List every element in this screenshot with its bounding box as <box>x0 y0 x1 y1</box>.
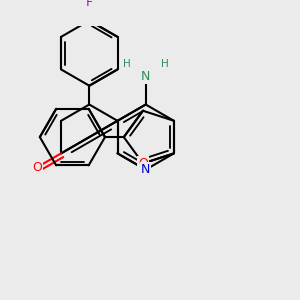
Text: H: H <box>123 59 131 69</box>
Text: H: H <box>161 59 168 69</box>
Text: O: O <box>32 161 42 174</box>
Text: O: O <box>138 157 148 170</box>
Text: F: F <box>86 0 93 9</box>
Text: N: N <box>141 70 150 83</box>
Text: N: N <box>141 163 150 176</box>
